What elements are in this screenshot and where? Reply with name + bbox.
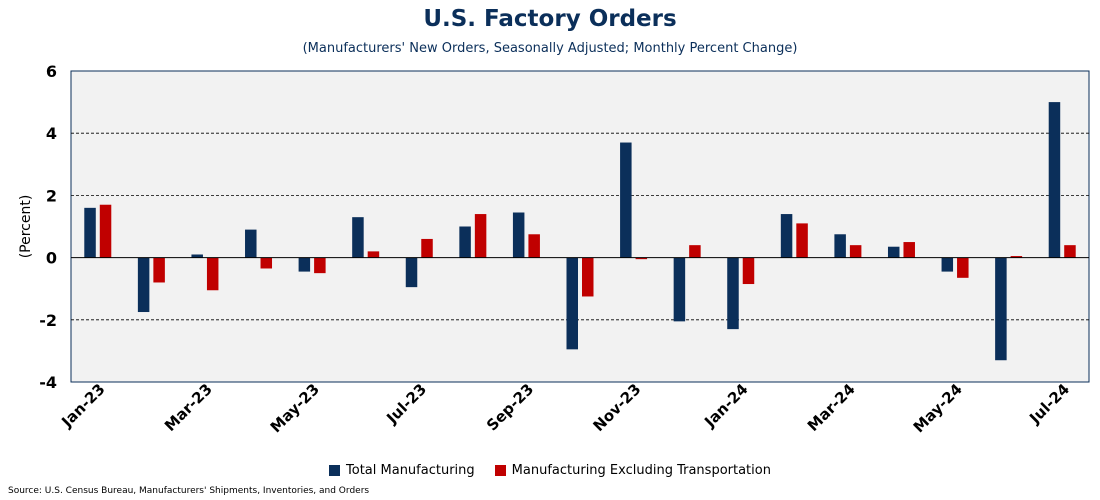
chart-legend: Total Manufacturing Manufacturing Exclud… bbox=[0, 463, 1100, 478]
bar-ex-transportation bbox=[99, 204, 112, 258]
chart-title: U.S. Factory Orders bbox=[423, 6, 677, 32]
x-tick-label: Sep-23 bbox=[483, 380, 537, 434]
bar-total-manufacturing bbox=[727, 257, 739, 330]
bar-ex-transportation bbox=[1064, 245, 1076, 258]
y-axis-label: (Percent) bbox=[18, 195, 34, 259]
x-tick-label: Jan-24 bbox=[700, 380, 751, 431]
plot-area bbox=[70, 70, 1090, 383]
x-tick-label: Mar-23 bbox=[161, 380, 216, 435]
bar-total-manufacturing bbox=[512, 212, 525, 258]
bar-total-manufacturing bbox=[405, 257, 418, 288]
chart-subtitle: (Manufacturers' New Orders, Seasonally A… bbox=[302, 41, 798, 56]
bar-ex-transportation bbox=[849, 245, 862, 258]
x-tick-label: Jul-23 bbox=[382, 380, 430, 428]
bar-total-manufacturing bbox=[995, 257, 1007, 361]
bar-total-manufacturing bbox=[137, 257, 150, 313]
y-tick-label: 6 bbox=[46, 62, 57, 81]
bar-ex-transportation bbox=[206, 257, 219, 291]
bar-total-manufacturing bbox=[298, 257, 311, 272]
bar-ex-transportation bbox=[528, 234, 540, 258]
y-tick-label: 4 bbox=[46, 124, 57, 143]
bar-ex-transportation bbox=[903, 242, 915, 258]
x-tick-label: May-23 bbox=[267, 380, 323, 436]
bar-total-manufacturing bbox=[191, 254, 203, 258]
x-tick-label: May-24 bbox=[910, 380, 966, 436]
legend-swatch-total bbox=[329, 465, 341, 476]
bar-total-manufacturing bbox=[620, 142, 632, 258]
bar-total-manufacturing bbox=[887, 246, 900, 258]
bar-ex-transportation bbox=[796, 223, 808, 258]
bar-ex-transportation bbox=[742, 257, 755, 285]
bar-total-manufacturing bbox=[566, 257, 578, 350]
x-tick-label: Mar-24 bbox=[804, 380, 859, 435]
bar-ex-transportation bbox=[635, 257, 648, 260]
bar-ex-transportation bbox=[582, 257, 594, 297]
bar-ex-transportation bbox=[689, 245, 701, 258]
bar-total-manufacturing bbox=[941, 257, 954, 272]
bar-total-manufacturing bbox=[84, 207, 96, 258]
source-note: Source: U.S. Census Bureau, Manufacturer… bbox=[8, 486, 370, 496]
bar-chart: 6 4 2 0 -2 -4 (Percent) Jan-23 Mar-23 May-23 Jul-2… bbox=[18, 62, 1090, 436]
y-tick-label: 0 bbox=[46, 249, 57, 268]
bar-ex-transportation bbox=[421, 238, 433, 258]
bar-total-manufacturing bbox=[780, 214, 793, 258]
bar-total-manufacturing bbox=[459, 226, 471, 258]
bar-ex-transportation bbox=[474, 214, 487, 258]
bar-total-manufacturing bbox=[352, 217, 364, 258]
legend-item-total: Total Manufacturing bbox=[329, 463, 475, 478]
legend-swatch-ex-transport bbox=[494, 465, 506, 476]
y-tick-label: -4 bbox=[39, 373, 57, 392]
bar-ex-transportation bbox=[314, 257, 326, 274]
bar-total-manufacturing bbox=[673, 257, 686, 322]
bar-total-manufacturing bbox=[834, 234, 846, 258]
bar-ex-transportation bbox=[957, 257, 969, 278]
legend-item-ex-transport: Manufacturing Excluding Transportation bbox=[494, 463, 771, 478]
bar-ex-transportation bbox=[153, 257, 165, 283]
x-tick-label: Nov-23 bbox=[589, 380, 644, 435]
x-tick-label: Jul-24 bbox=[1025, 380, 1073, 428]
x-tick-label: Jan-23 bbox=[57, 380, 108, 431]
bar-ex-transportation bbox=[367, 251, 380, 258]
bar-ex-transportation bbox=[260, 257, 273, 269]
bar-ex-transportation bbox=[1010, 256, 1023, 258]
legend-label-total: Total Manufacturing bbox=[346, 463, 475, 478]
legend-label-ex-transport: Manufacturing Excluding Transportation bbox=[511, 463, 771, 478]
y-tick-label: -2 bbox=[39, 311, 57, 330]
bar-total-manufacturing bbox=[1048, 102, 1061, 258]
y-tick-label: 2 bbox=[46, 186, 57, 205]
bar-total-manufacturing bbox=[245, 229, 257, 258]
